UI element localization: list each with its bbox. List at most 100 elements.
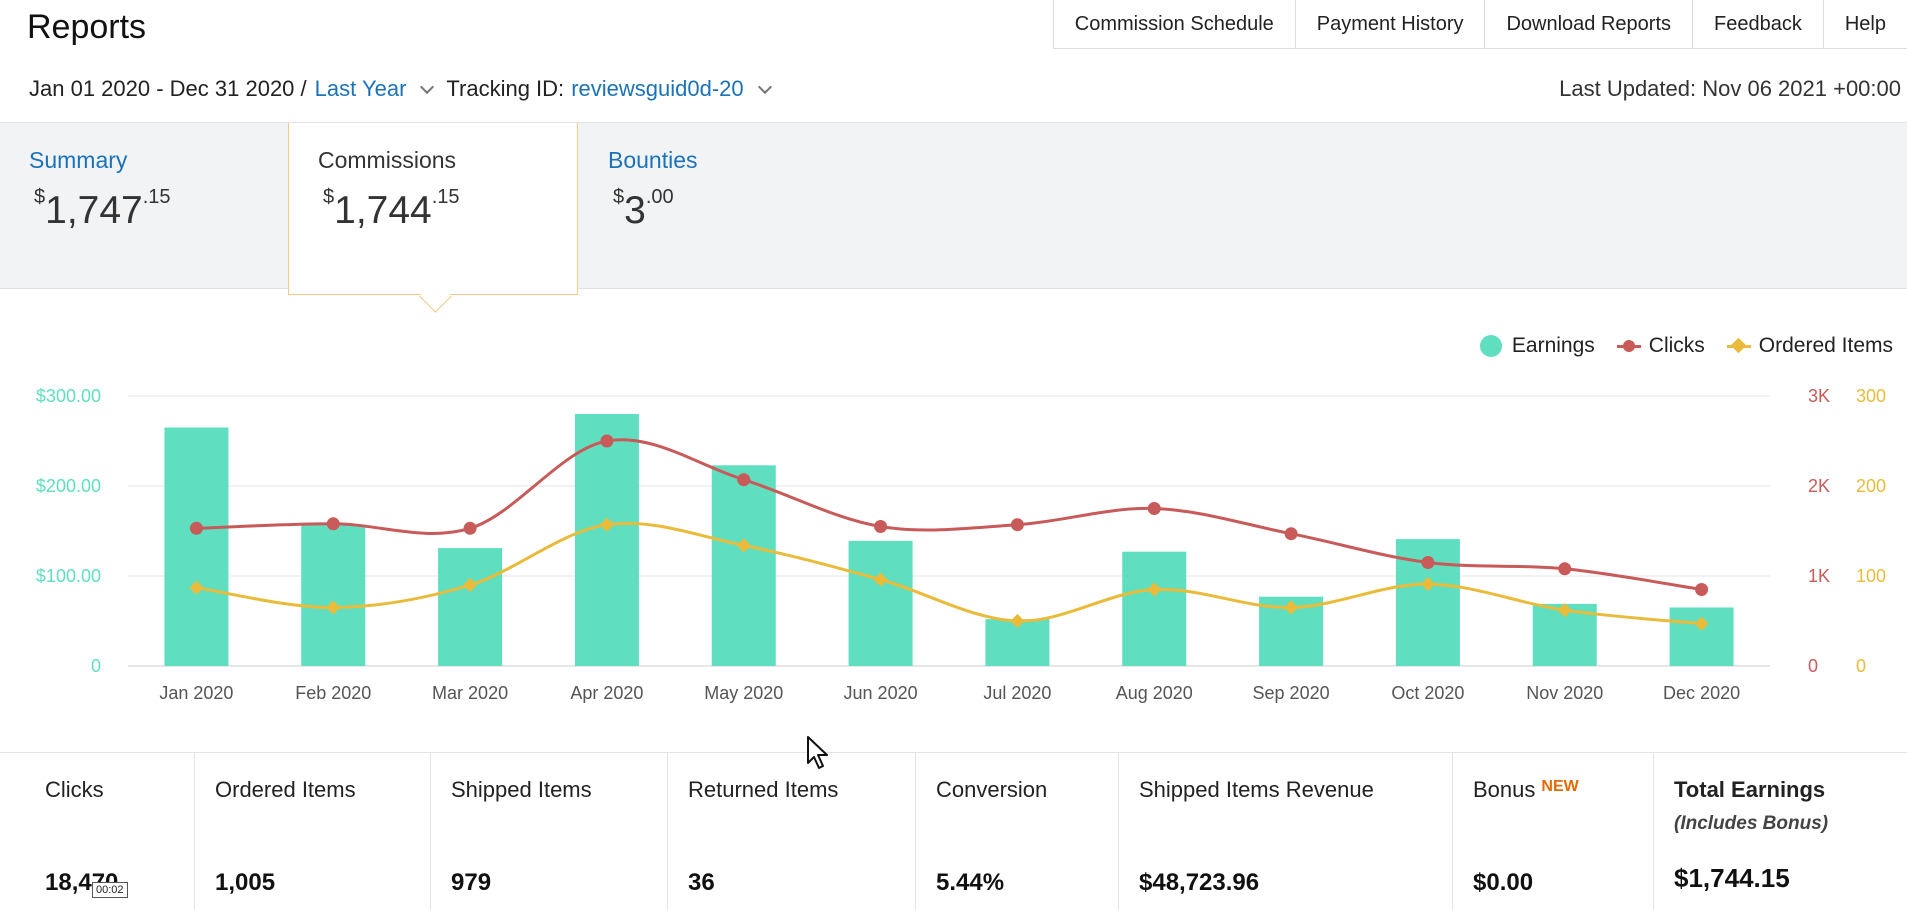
ordered-items-marker [326,600,341,615]
x-tick-label: Apr 2020 [570,683,643,703]
stat-bonus: Bonus NEW $0.00 [1453,753,1654,910]
y-tick-ordered: 200 [1856,476,1886,496]
x-tick-label: Jul 2020 [983,683,1051,703]
date-range: Jan 01 2020 - Dec 31 2020 / [29,76,307,101]
x-tick-label: Sep 2020 [1253,683,1330,703]
earnings-bar [164,427,229,666]
tab-bounties[interactable]: Bounties $3.00 [579,123,869,288]
x-tick-label: Oct 2020 [1391,683,1464,703]
clicks-marker [463,521,477,535]
report-filters: Jan 01 2020 - Dec 31 2020 / Last Year Tr… [29,76,784,102]
new-badge: NEW [1541,778,1579,795]
y-tick-clicks: 0 [1808,656,1818,676]
legend-ordered-items[interactable]: Ordered Items [1726,334,1893,358]
earnings-chart: 0 0 0 $100.00 1K 100 $200.00 2K 200 $300.00 3K 300 J… [36,386,1886,703]
clicks-marker [189,521,203,535]
clicks-marker [600,434,614,448]
video-timestamp: 00:02 [92,882,128,898]
x-tick-label: Jan 2020 [159,683,233,703]
legend-earnings[interactable]: Earnings [1479,334,1595,358]
nav-help[interactable]: Help [1822,0,1907,48]
earnings-bar [438,548,503,666]
stat-shipped-items: Shipped Items 979 [431,753,668,910]
ordered-items-marker [1284,600,1299,615]
ordered-items-marker [1557,603,1572,618]
tab-summary[interactable]: Summary $1,747.15 [0,123,290,288]
stat-total-earnings: Total Earnings (Includes Bonus) $1,744.1… [1674,777,1829,893]
y-tick-clicks: 2K [1808,476,1830,496]
earnings-dot-icon [1479,335,1502,357]
x-tick-label: Feb 2020 [295,683,371,703]
tab-label: Summary [29,147,128,173]
tab-amount: $3.00 [613,186,674,232]
tab-commissions[interactable]: Commissions $1,744.15 [288,123,578,313]
stat-ordered-items: Ordered Items 1,005 [195,753,431,910]
ordered-items-line [196,521,1702,626]
tab-label: Commissions [318,147,457,173]
ordered-items-marker [463,577,478,593]
earnings-bar [574,414,639,666]
tab-label: Bounties [608,147,698,173]
clicks-marker [1558,562,1572,576]
x-tick-label: Jun 2020 [844,683,918,703]
mouse-cursor-icon [807,736,828,769]
chevron-down-icon[interactable] [420,79,435,95]
earnings-bar [1122,551,1187,666]
y-tick-left: $300.00 [36,386,101,406]
stat-conversion: Conversion 5.44% [916,753,1119,910]
earnings-bar [301,524,366,666]
nav-feedback[interactable]: Feedback [1692,0,1823,48]
x-tick-label: May 2020 [704,683,783,703]
y-tick-ordered: 100 [1856,566,1886,586]
x-tick-label: Nov 2020 [1526,683,1603,703]
clicks-line-icon [1616,339,1641,352]
x-tick-label: Aug 2020 [1116,683,1193,703]
x-tick-label: Mar 2020 [432,683,508,703]
period-dropdown[interactable]: Last Year [314,76,407,101]
y-tick-clicks: 1K [1808,566,1830,586]
page-title: Reports [27,8,147,46]
legend-clicks[interactable]: Clicks [1616,334,1705,358]
last-updated: Last Updated: Nov 06 2021 +00:00 [1559,76,1901,101]
earnings-bar [848,540,913,666]
ordered-items-line-icon [1726,337,1751,353]
clicks-marker [1421,556,1435,569]
tracking-id-label: Tracking ID: [446,76,565,101]
y-tick-left: 0 [91,656,101,676]
x-tick-label: Dec 2020 [1663,683,1740,703]
stats-bar: Clicks 18,470 Ordered Items 1,005 Shippe… [0,752,1907,910]
clicks-marker [1147,502,1161,515]
clicks-line [196,438,1702,591]
ordered-items-marker [736,538,751,553]
clicks-marker [874,520,888,533]
chevron-down-icon[interactable] [757,79,772,95]
clicks-marker [326,517,340,531]
y-tick-ordered: 0 [1856,656,1866,676]
clicks-marker [1010,518,1024,532]
ordered-items-marker [1420,577,1435,592]
chart-legend: Earnings Clicks Ordered Items [1458,334,1893,358]
clicks-marker [1284,527,1298,541]
clicks-marker [1695,583,1709,596]
ordered-items-marker [599,517,614,532]
clicks-marker [737,473,751,487]
stat-returned-items: Returned Items 36 [668,753,916,910]
tracking-id-dropdown[interactable]: reviewsguid0d-20 [571,76,744,101]
tab-amount: $1,747.15 [34,186,171,232]
tab-amount: $1,744.15 [323,186,460,232]
nav-download-reports[interactable]: Download Reports [1484,0,1692,48]
y-tick-left: $200.00 [36,476,101,496]
nav-commission-schedule[interactable]: Commission Schedule [1052,0,1295,48]
nav-payment-history[interactable]: Payment History [1294,0,1485,48]
active-tab-pointer [419,280,452,313]
ordered-items-marker [1147,582,1162,597]
ordered-items-marker [189,580,204,595]
y-tick-left: $100.00 [36,566,101,586]
top-nav: Commission Schedule Payment History Down… [1052,0,1907,49]
y-tick-clicks: 3K [1808,386,1830,406]
summary-tabs: Summary $1,747.15 Commissions $1,744.15 … [0,122,1907,313]
ordered-items-marker [873,572,888,587]
y-tick-ordered: 300 [1856,386,1886,406]
ordered-items-marker [1694,616,1709,631]
earnings-bar [1669,607,1734,666]
